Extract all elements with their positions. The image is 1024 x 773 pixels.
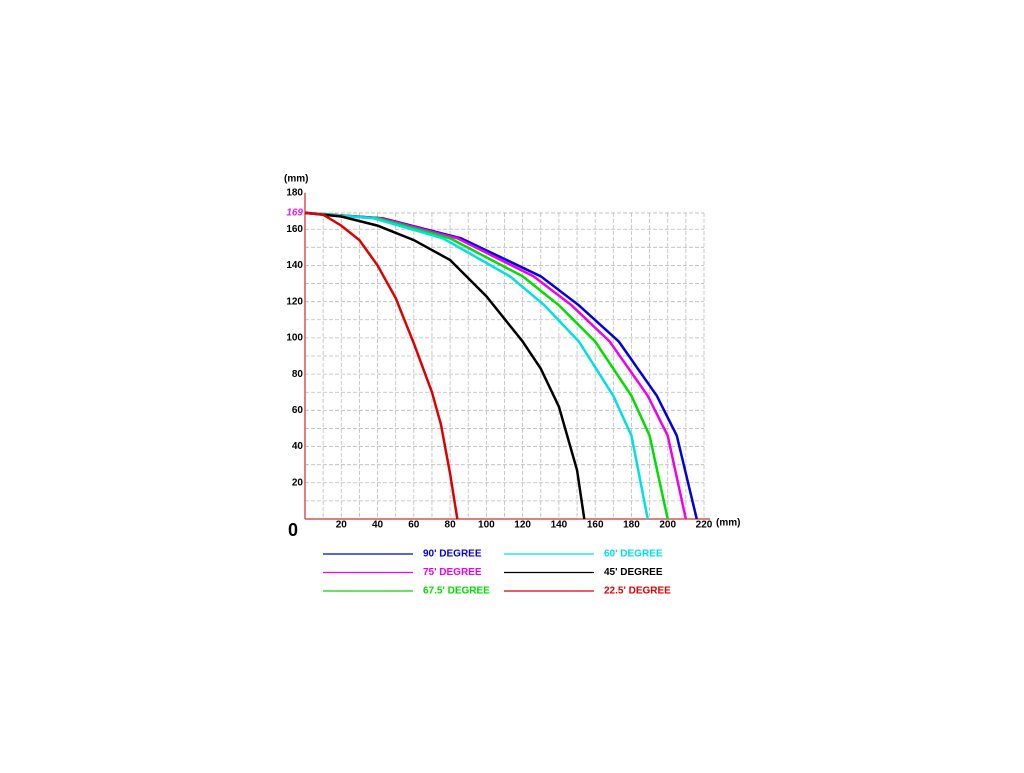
x-tick-label: 80	[445, 520, 457, 531]
series-line	[304, 211, 669, 520]
y-tick-label: 100	[286, 333, 303, 344]
x-tick-label: 100	[478, 520, 495, 531]
x-axis-label: (mm)	[716, 518, 740, 529]
y-tick-label: 120	[286, 296, 303, 307]
y-tick-label: 40	[292, 441, 304, 452]
legend-label: 67.5' DEGREE	[423, 586, 490, 597]
y-tick-label: 60	[292, 405, 304, 416]
legend-label: 45' DEGREE	[604, 567, 663, 578]
series-line	[304, 211, 459, 520]
series-line	[304, 211, 650, 520]
y-axis-label: (mm)	[284, 174, 308, 185]
y-tick-label: 20	[292, 477, 304, 488]
x-tick-label: 200	[659, 520, 676, 531]
x-tick-label: 20	[336, 520, 348, 531]
y-tick-label: 180	[286, 188, 303, 199]
x-tick-label: 140	[551, 520, 568, 531]
series-line	[304, 211, 586, 520]
legend-label: 90' DEGREE	[423, 549, 482, 560]
legend-label: 60' DEGREE	[604, 549, 663, 560]
x-tick-label: 160	[587, 520, 604, 531]
legend-label: 22.5' DEGREE	[604, 586, 671, 597]
x-tick-label: 180	[623, 520, 640, 531]
x-tick-label: 40	[372, 520, 384, 531]
y-tick-label: 140	[286, 260, 303, 271]
origin-label: 0	[288, 520, 298, 540]
series-line	[304, 211, 688, 520]
y-tick-label: 160	[286, 224, 303, 235]
x-tick-label: 60	[408, 520, 420, 531]
x-tick-label: 120	[514, 520, 531, 531]
x-tick-label: 220	[696, 520, 713, 531]
y-tick-label: 80	[292, 369, 304, 380]
legend-label: 75' DEGREE	[423, 567, 482, 578]
highlight-tick-label: 169	[286, 208, 303, 219]
